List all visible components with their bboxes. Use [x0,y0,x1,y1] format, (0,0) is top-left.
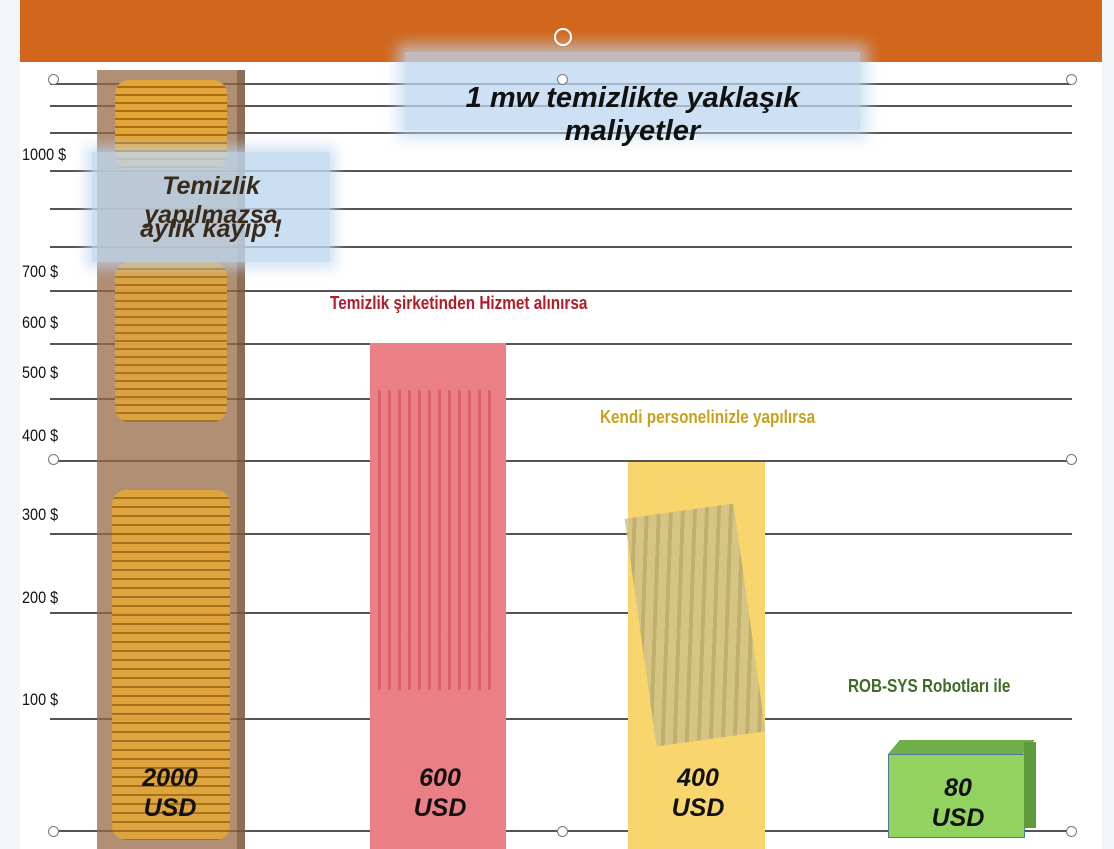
slide: 1 mw temizlikte yaklaşık maliyetler Temi… [0,0,1114,849]
handle[interactable] [557,74,568,85]
axis-label: 700 $ [22,262,58,282]
caption: Temizlik şirketinden Hizmet alınırsa [330,293,587,314]
axis-label: 200 $ [22,588,58,608]
rotate-handle[interactable] [554,28,572,46]
axis-label: 600 $ [22,313,58,333]
callout-text: aylık kayıp ! [92,215,330,244]
bar-amount: 80 [888,775,1028,801]
bar-unit: USD [888,805,1028,831]
title: 1 mw temizlikte yaklaşık maliyetler [405,82,860,148]
handle[interactable] [557,826,568,837]
robot-bar-top [888,740,1035,754]
axis-label: 100 $ [22,690,58,710]
coin-stack [115,262,227,422]
axis-label: 300 $ [22,505,58,525]
bar-amount: 2000 [100,765,240,791]
handle[interactable] [48,826,59,837]
bar-unit: USD [370,795,510,821]
bar-amount: 400 [628,765,768,791]
caption: Kendi personelinizle yapılırsa [600,407,815,428]
euro-note [378,390,496,690]
bar-unit: USD [100,795,240,821]
axis-label: 1000 $ [22,145,66,165]
handle[interactable] [1066,454,1077,465]
handle[interactable] [1066,74,1077,85]
axis-label: 400 $ [22,426,58,446]
handle[interactable] [48,454,59,465]
axis-label: 500 $ [22,363,58,383]
handle[interactable] [1066,826,1077,837]
handle[interactable] [48,74,59,85]
bar-unit: USD [628,795,768,821]
bar-amount: 600 [370,765,510,791]
caption: ROB-SYS Robotları ile [848,676,1010,697]
